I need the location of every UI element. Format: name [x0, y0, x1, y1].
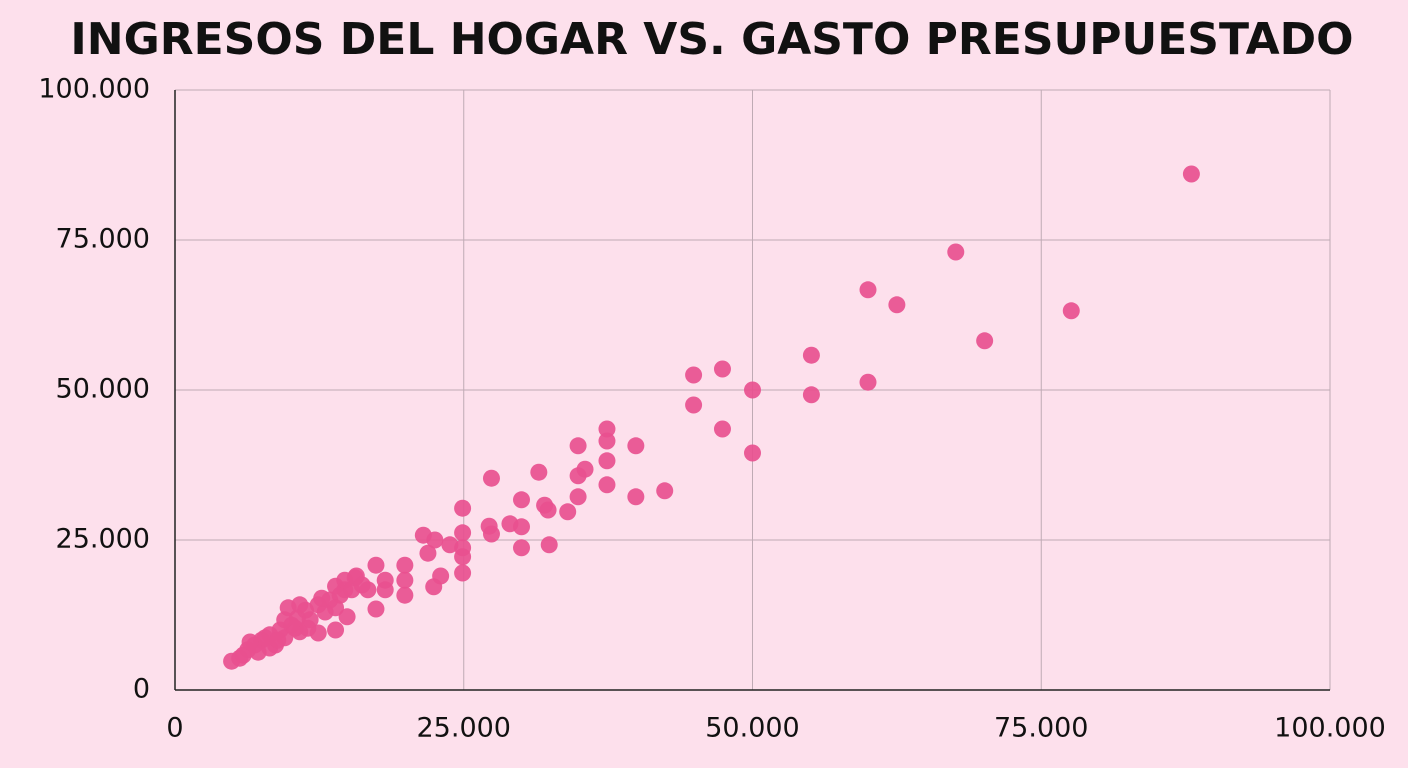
y-tick-label: 50.000 [56, 374, 150, 405]
point [327, 599, 345, 617]
point [685, 396, 703, 414]
y-tick-label: 75.000 [56, 224, 150, 255]
point [269, 631, 287, 649]
point [559, 503, 577, 521]
point [569, 488, 587, 506]
point [569, 437, 587, 455]
point [291, 596, 309, 614]
point [419, 544, 437, 562]
point [598, 476, 616, 494]
point [454, 548, 472, 566]
point [888, 296, 906, 314]
point [1182, 165, 1200, 183]
point [454, 564, 472, 582]
point [482, 469, 500, 487]
point [859, 373, 877, 391]
point [859, 281, 877, 299]
point [327, 621, 345, 639]
point [299, 619, 317, 637]
point [441, 536, 459, 554]
point [1062, 302, 1080, 320]
point [685, 366, 703, 384]
point [627, 488, 645, 506]
point [396, 586, 414, 604]
y-tick-label: 25.000 [56, 524, 150, 555]
point [256, 629, 274, 647]
point [276, 611, 294, 629]
point [744, 444, 761, 462]
point [598, 452, 616, 470]
point [454, 524, 472, 542]
point [425, 578, 443, 596]
point [482, 525, 500, 543]
x-tick-label: 50.000 [705, 713, 799, 744]
point [976, 332, 994, 350]
point [598, 420, 616, 438]
point [338, 608, 356, 626]
point [540, 536, 558, 554]
point [241, 633, 259, 651]
y-tick-label: 100.000 [38, 74, 150, 105]
point [396, 556, 414, 574]
point [359, 581, 377, 599]
point [513, 491, 530, 509]
x-tick-label: 75.000 [994, 713, 1088, 744]
chart-title: INGRESOS DEL HOGAR VS. GASTO PRESUPUESTA… [70, 14, 1353, 65]
point [713, 360, 731, 378]
point [539, 501, 557, 519]
point [947, 243, 965, 261]
x-tick-label: 25.000 [417, 713, 511, 744]
point [513, 539, 530, 557]
point [234, 646, 252, 664]
point [454, 499, 472, 517]
x-tick-label: 100.000 [1274, 713, 1386, 744]
point [313, 589, 331, 607]
point [627, 437, 645, 455]
point [802, 346, 820, 364]
point [367, 556, 385, 574]
point [598, 432, 616, 450]
point [426, 531, 444, 549]
point [802, 386, 820, 404]
point [744, 381, 761, 399]
point [376, 581, 394, 599]
point [569, 467, 587, 485]
point [656, 482, 674, 500]
point [713, 420, 731, 438]
x-tick-label: 0 [166, 713, 183, 744]
point [367, 600, 385, 618]
point [513, 518, 530, 536]
y-tick-label: 0 [133, 674, 150, 705]
point [396, 571, 414, 589]
point [530, 463, 548, 481]
